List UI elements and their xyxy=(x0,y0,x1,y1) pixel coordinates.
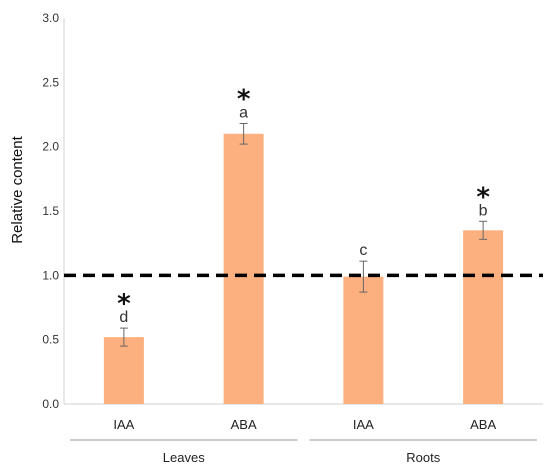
y-tick-label: 3.0 xyxy=(42,11,59,25)
significance-star: * xyxy=(237,85,251,115)
group-label: Roots xyxy=(406,450,440,465)
bar xyxy=(463,230,504,404)
y-axis-title: Relative content xyxy=(9,135,26,243)
y-tick-label: 1.5 xyxy=(42,204,59,218)
y-tick-label: 0.0 xyxy=(42,397,59,411)
significance-star: * xyxy=(476,182,490,212)
significance-letter: a xyxy=(239,105,248,122)
significance-letter: b xyxy=(479,202,488,219)
y-tick-label: 0.5 xyxy=(42,333,59,347)
category-label: ABA xyxy=(231,417,257,432)
y-tick-label: 2.5 xyxy=(42,75,59,89)
y-tick-label: 2.0 xyxy=(42,140,59,154)
category-label: ABA xyxy=(470,417,496,432)
category-label: IAA xyxy=(113,417,134,432)
significance-letter: d xyxy=(119,309,128,326)
x-axis: IAA ABA IAA ABA Leaves Roots xyxy=(69,417,538,465)
bar xyxy=(103,337,144,404)
bars-layer: d*a*cb* xyxy=(103,85,504,405)
bar xyxy=(223,133,264,405)
y-tick-label: 1.0 xyxy=(42,268,59,282)
category-label: IAA xyxy=(353,417,374,432)
significance-star: * xyxy=(117,289,131,319)
significance-letter: c xyxy=(359,242,367,259)
bar xyxy=(343,276,384,404)
group-label: Leaves xyxy=(163,450,205,465)
